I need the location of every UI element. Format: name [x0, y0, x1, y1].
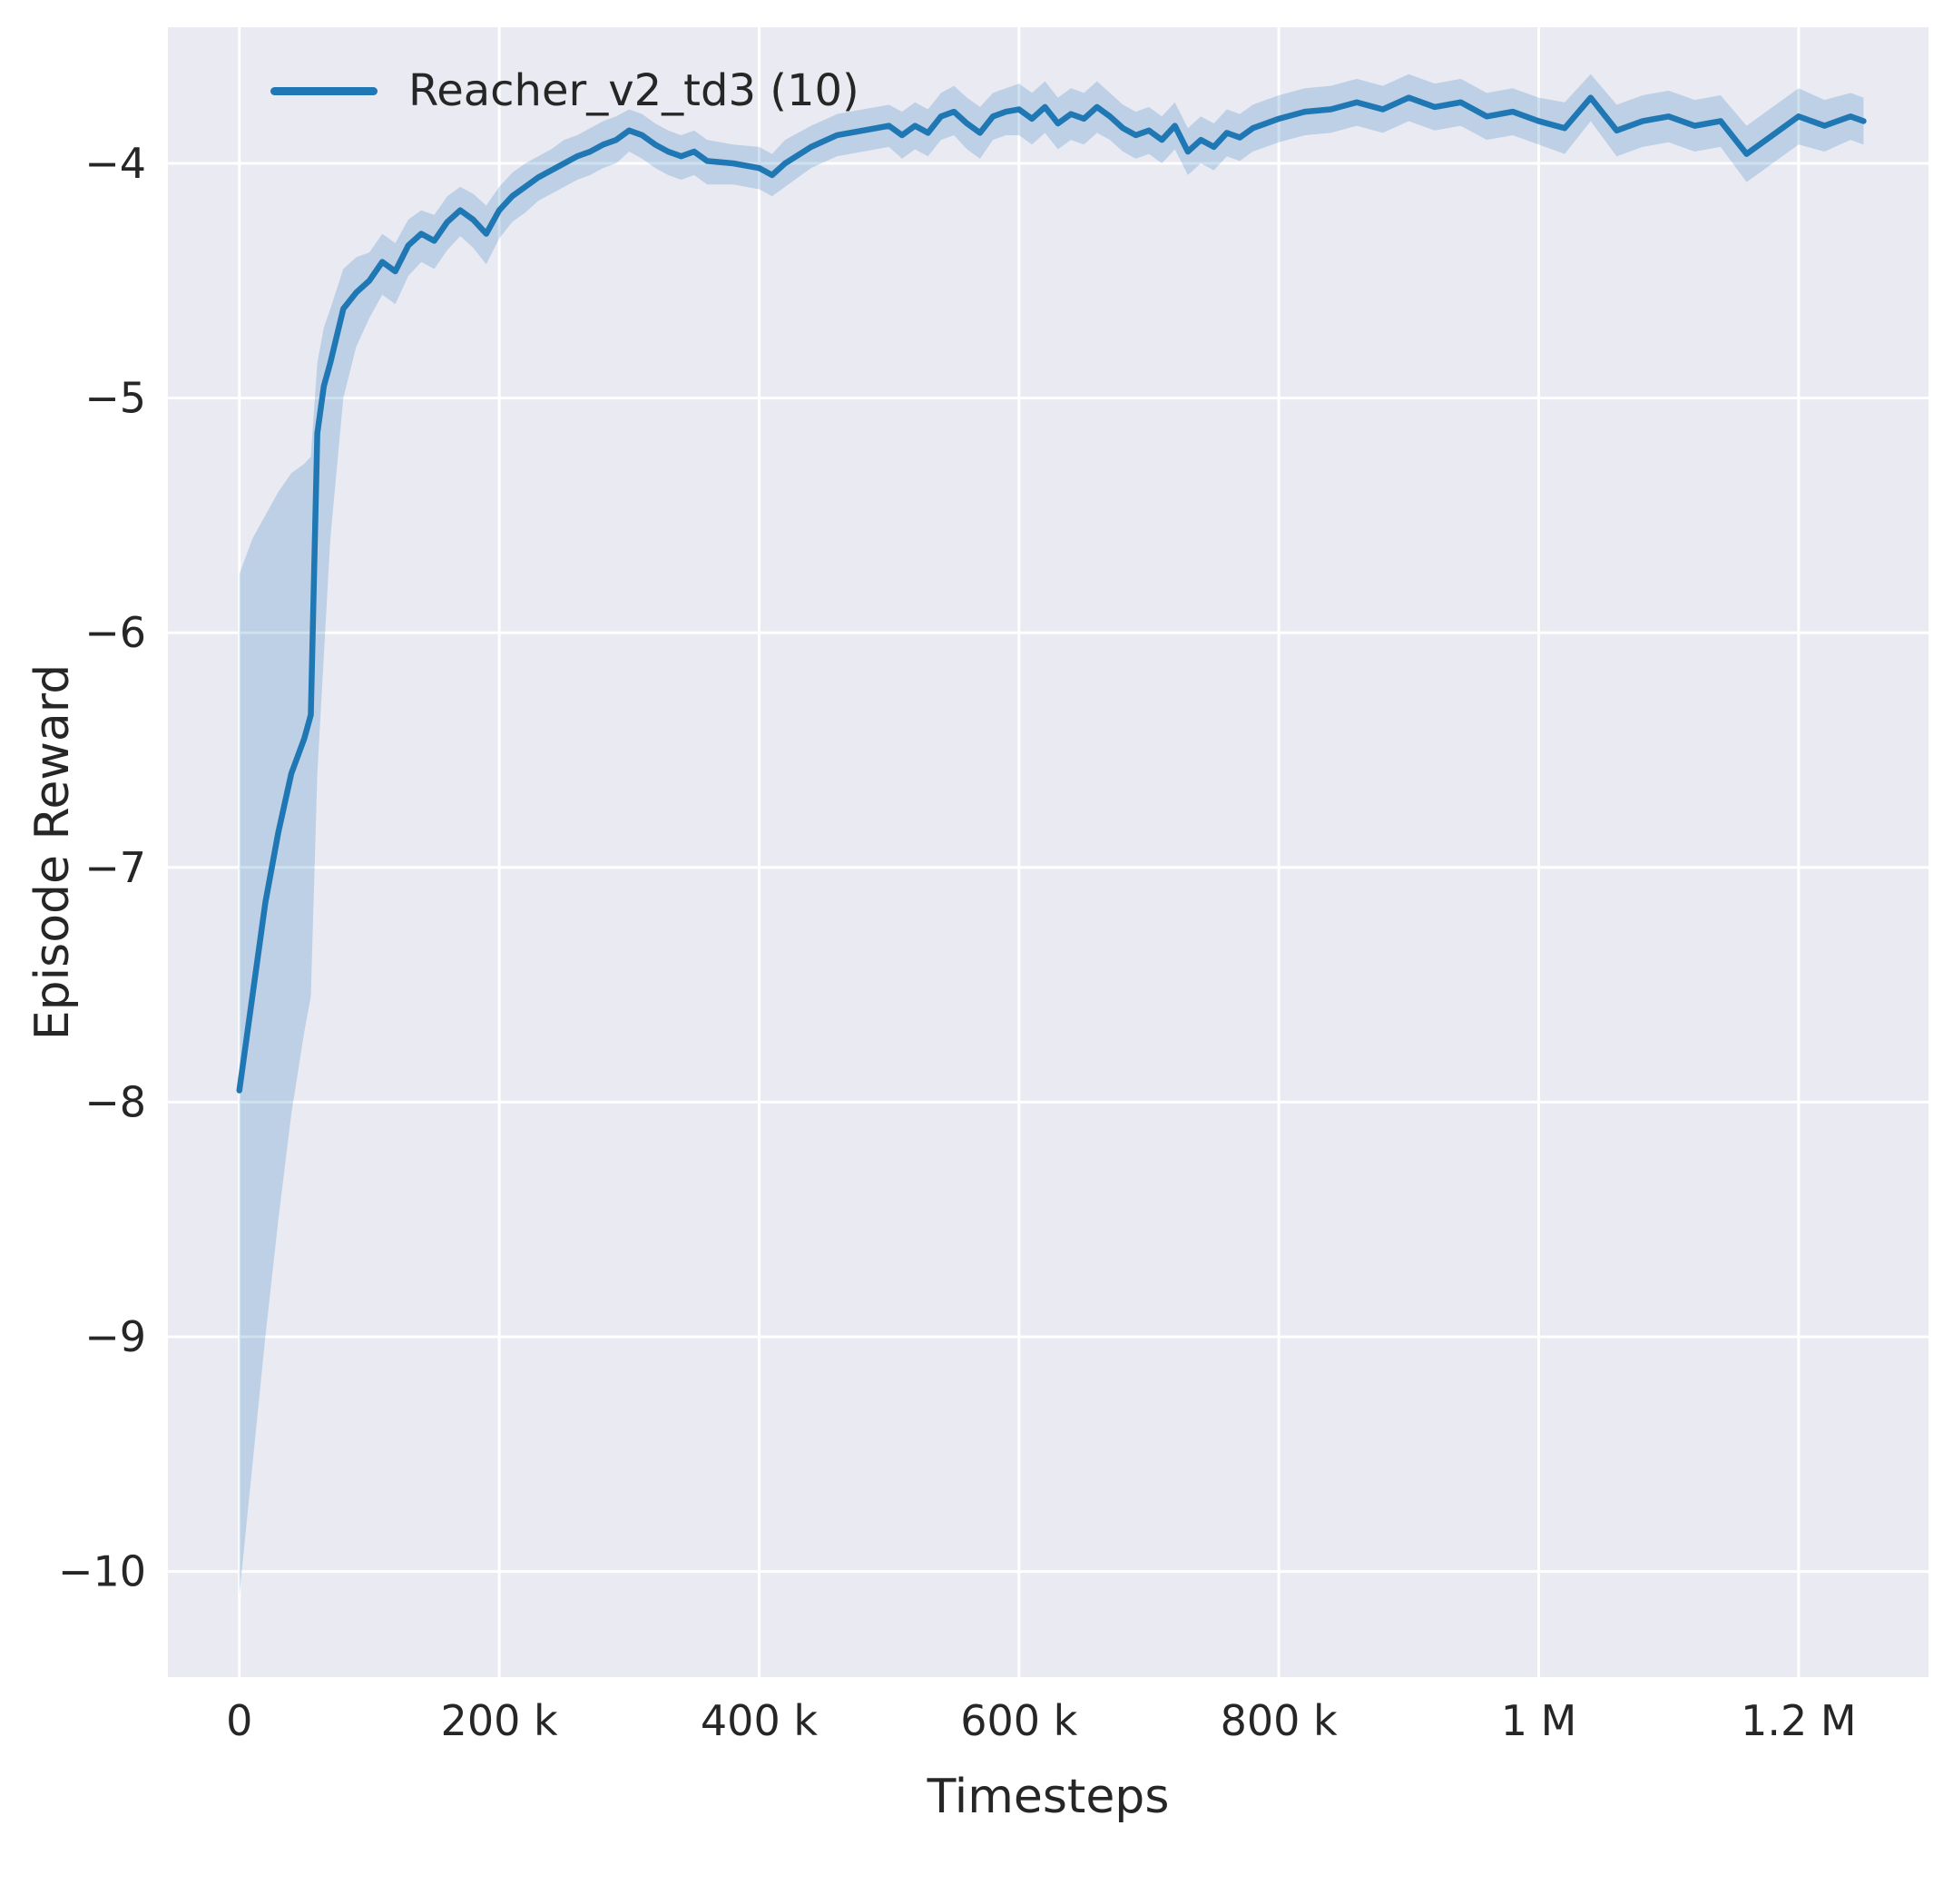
y-tick-label: −7 — [84, 843, 146, 892]
x-axis-label: Timesteps — [927, 1770, 1170, 1824]
x-tick-label: 1.2 M — [1741, 1696, 1856, 1745]
x-tick-label: 600 k — [960, 1696, 1077, 1745]
y-tick-label: −4 — [84, 139, 146, 188]
y-tick-label: −10 — [58, 1547, 146, 1596]
x-tick-label: 200 k — [441, 1696, 558, 1745]
x-tick-label: 1 M — [1501, 1696, 1577, 1745]
y-tick-label: −8 — [84, 1077, 146, 1126]
x-tick-label: 800 k — [1221, 1696, 1338, 1745]
x-tick-label: 400 k — [701, 1696, 818, 1745]
plot-area — [168, 27, 1928, 1677]
y-tick-label: −6 — [84, 608, 146, 657]
y-tick-label: −9 — [84, 1312, 146, 1361]
x-tick-label: 0 — [226, 1696, 252, 1745]
y-tick-label: −5 — [84, 374, 146, 423]
series-line — [236, 94, 1867, 1094]
y-axis-label: Episode Reward — [25, 663, 80, 1041]
